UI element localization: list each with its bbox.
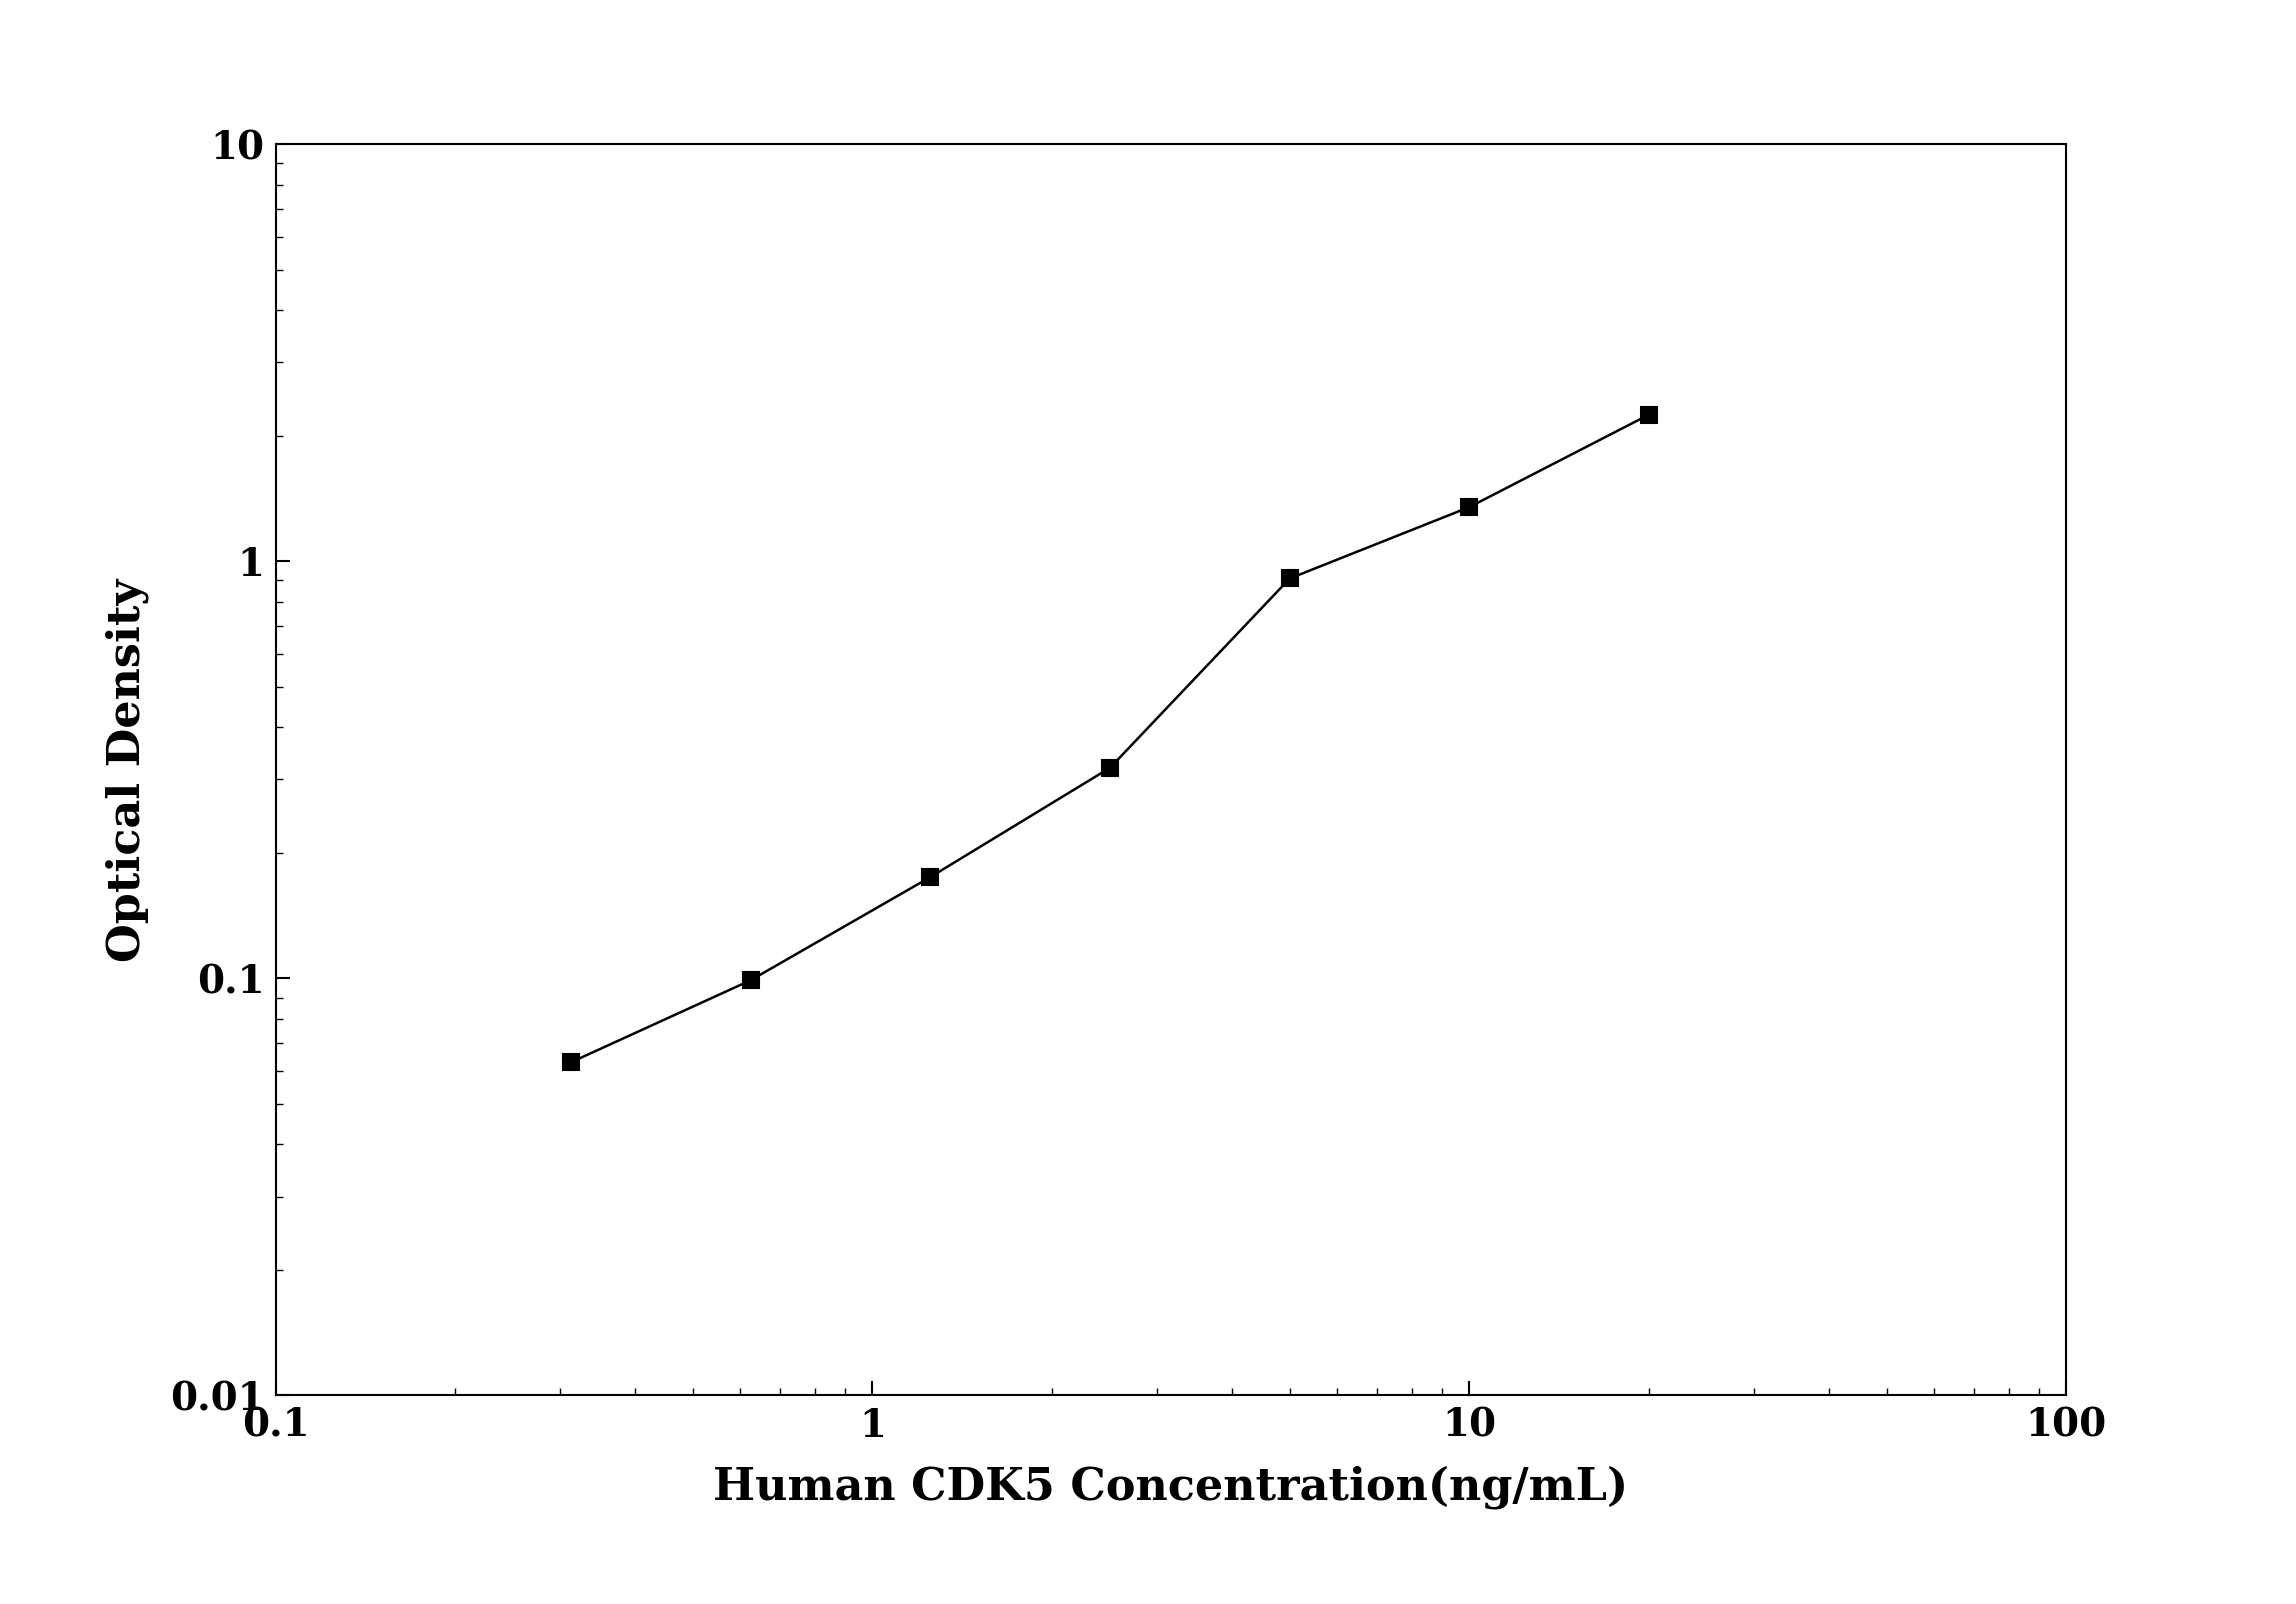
- Y-axis label: Optical Density: Optical Density: [106, 579, 149, 961]
- X-axis label: Human CDK5 Concentration(ng/mL): Human CDK5 Concentration(ng/mL): [714, 1466, 1628, 1509]
